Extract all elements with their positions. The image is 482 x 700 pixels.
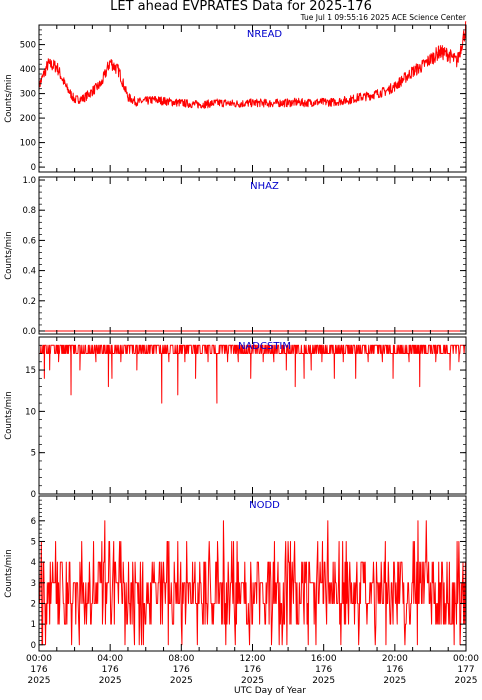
y-tick-label: 1 [31, 620, 36, 630]
panel-title: NADCSTIM [238, 341, 291, 352]
x-tick-label-line: 04:00 [97, 654, 123, 664]
y-axis-label: Counts/min [4, 231, 14, 280]
x-tick-label-line: 176 [244, 665, 261, 675]
x-tick-label-line: 2025 [312, 676, 335, 686]
y-tick-label: 5 [31, 537, 36, 547]
y-tick-label: 0.4 [22, 267, 36, 277]
y-tick-label: 10 [25, 407, 36, 417]
y-axis-label: Counts/min [4, 391, 14, 440]
timestamp: Tue Jul 1 09:55:16 2025 ACE Science Cent… [300, 13, 467, 22]
y-tick-label: 6 [31, 517, 36, 527]
panel-nread: 0 100 200 300 400 500 Counts/min NREAD [4, 21, 467, 173]
y-tick-label: 0 [31, 490, 36, 500]
series-line [38, 21, 467, 109]
x-tick-label-line: 2025 [383, 676, 406, 686]
y-tick-label: 15 [25, 366, 36, 376]
y-tick-label: 100 [20, 139, 36, 149]
y-tick-label: 500 [20, 41, 36, 51]
series-line [38, 344, 467, 404]
y-tick-label: 0.8 [22, 206, 36, 216]
panel-title: NHAZ [250, 181, 279, 192]
plot-frame [38, 24, 467, 173]
y-tick-label: 0 [31, 641, 36, 651]
x-tick-label-line: 176 [102, 665, 119, 675]
panel-title: NREAD [247, 29, 283, 40]
y-tick-label: 1.0 [22, 176, 36, 186]
x-tick-label-line: 16:00 [311, 654, 337, 664]
x-tick-label-line: 2025 [241, 676, 264, 686]
x-tick-label-line: 2025 [99, 676, 122, 686]
x-tick-label-line: 176 [386, 665, 403, 675]
series-line [38, 520, 466, 646]
panel-nhaz: 0.0 0.2 0.4 0.6 0.8 1.0 Counts/min NHAZ [4, 176, 467, 337]
x-tick-label-line: 00:00 [26, 654, 52, 664]
x-tick-label-line: 12:00 [240, 654, 266, 664]
y-tick-label: 300 [20, 90, 36, 100]
panel-title: NODD [249, 500, 280, 511]
plot-frame [38, 176, 467, 335]
x-tick-label-line: 177 [457, 665, 474, 675]
x-tick-label-line: 2025 [170, 676, 193, 686]
y-tick-label: 2 [31, 599, 36, 609]
y-tick-label: 0 [31, 163, 36, 173]
x-tick-label-line: 176 [30, 665, 47, 675]
y-tick-label: 3 [31, 579, 36, 589]
y-tick-label: 400 [20, 65, 36, 75]
x-tick-label-line: 20:00 [382, 654, 408, 664]
plot-frame [38, 336, 467, 495]
x-tick-label-line: 176 [173, 665, 190, 675]
x-tick-label-line: 176 [315, 665, 332, 675]
panel-nodd: 0 1 2 3 4 5 6 Counts/min NODD [4, 495, 467, 652]
chart-title: LET ahead EVPRATES Data for 2025-176 [110, 0, 372, 14]
y-axis-label: Counts/min [4, 549, 14, 598]
y-tick-label: 0.2 [22, 297, 36, 307]
y-tick-label: 0.0 [22, 327, 36, 337]
x-tick-label-line: 2025 [28, 676, 51, 686]
y-tick-label: 0.6 [22, 236, 36, 246]
panel-nadcstim: 0 5 10 15 Counts/min NADCSTIM [4, 336, 467, 500]
y-tick-label: 5 [31, 449, 36, 459]
y-tick-label: 200 [20, 114, 36, 124]
x-tick-label-line: 2025 [455, 676, 478, 686]
x-tick-label-line: 08:00 [168, 654, 194, 664]
x-axis-label: UTC Day of Year [234, 686, 306, 696]
x-tick-label-line: 00:00 [453, 654, 479, 664]
y-tick-label: 4 [31, 558, 36, 568]
y-axis-label: Counts/min [4, 74, 14, 123]
